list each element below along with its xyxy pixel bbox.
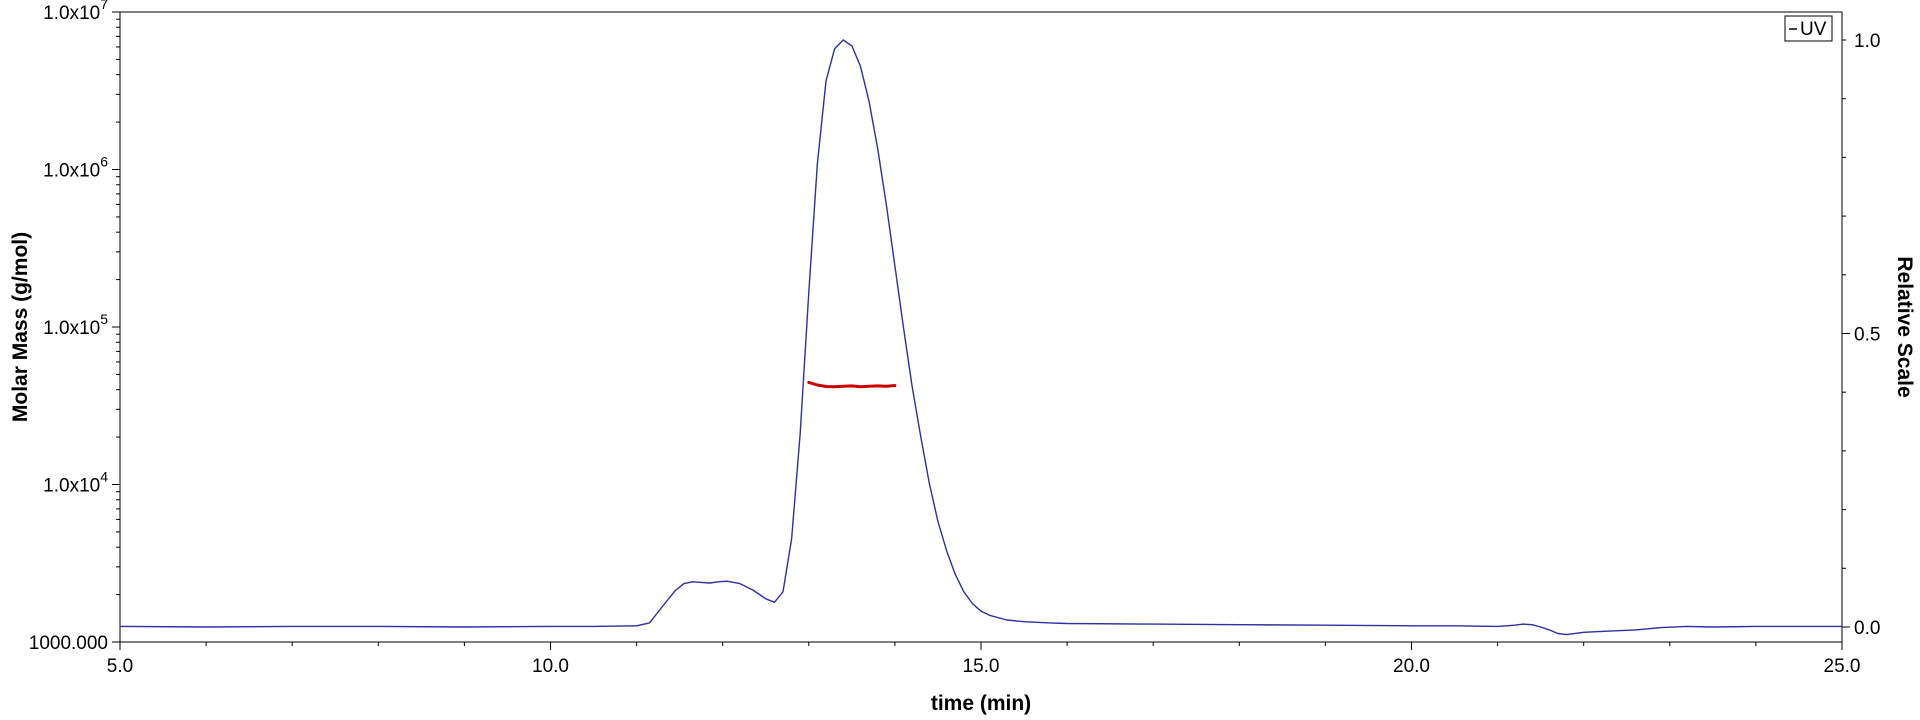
y-left-tick-label: 1.0x105 [43,311,108,339]
x-axis-title: time (min) [931,692,1031,715]
y-left-tick-base: 1000.000 [29,633,108,654]
y-right-tick-label: 1.0 [1854,31,1880,52]
x-tick-label: 25.0 [1824,656,1861,677]
y-left-tick-exponent: 4 [100,469,108,485]
y-left-tick-base: 1.0x10 [43,476,100,497]
legend-entry-uv: UV [1800,19,1827,40]
y-left-tick-exponent: 5 [100,311,108,327]
series-layer [119,39,1843,636]
y-left-tick-base: 1.0x10 [43,318,100,339]
x-axis: 5.0 10.0 15.0 20.0 25.0 [107,642,1861,677]
x-tick-label: 5.0 [107,656,133,677]
y-left-tick-exponent: 7 [100,0,108,12]
y-left-tick-label: 1.0x104 [43,469,108,497]
y-left-tick-exponent: 6 [100,154,108,170]
x-tick-label: 15.0 [963,656,1000,677]
y-left-tick-base: 1.0x10 [43,161,100,182]
y-right-tick-label: 0.0 [1854,618,1880,639]
y-left-tick-label: 1.0x107 [43,0,108,24]
y-right-tick-label: 0.5 [1854,325,1880,346]
plot-background [119,11,1843,643]
x-tick-label: 10.0 [532,656,569,677]
y-axis-right: 0.0 0.5 1.0 [1842,31,1880,639]
y-left-tick-label: 1000.000 [29,633,108,654]
legend: UV [1784,15,1833,42]
y-left-tick-base: 1.0x10 [43,3,100,24]
series-molar-mass-line [807,380,897,389]
y-axis-left-title: Molar Mass (g/mol) [9,232,32,422]
x-tick-label: 20.0 [1393,656,1430,677]
y-left-tick-label: 1.0x106 [43,154,108,182]
y-axis-right-title: Relative Scale [1893,256,1916,397]
series-uv-line [119,39,1843,636]
